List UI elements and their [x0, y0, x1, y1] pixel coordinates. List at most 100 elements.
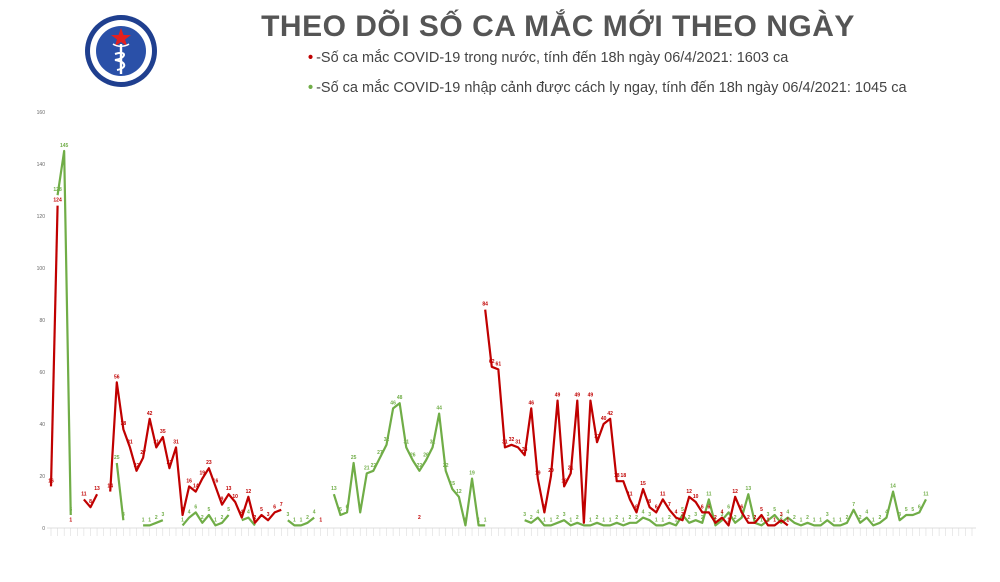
data-label: 5 — [681, 507, 684, 513]
data-label: 49 — [575, 393, 581, 399]
data-label: 2 — [576, 515, 579, 521]
data-label: 12 — [456, 489, 462, 495]
data-label: 19 — [535, 471, 541, 477]
data-label: 31 — [515, 439, 521, 445]
y-tick-label: 100 — [37, 266, 46, 272]
data-label: 27 — [377, 450, 383, 456]
y-tick-label: 60 — [39, 370, 45, 376]
data-label: 49 — [588, 393, 594, 399]
y-tick-label: 120 — [37, 214, 46, 220]
series-line — [484, 309, 789, 527]
legend-item-domestic: • -Số ca mắc COVID-19 trong nước, tính đế… — [308, 50, 788, 66]
series-line — [115, 462, 125, 521]
data-label: 1 — [550, 517, 553, 523]
data-label: 2 — [201, 515, 204, 521]
data-label: 3 — [122, 512, 125, 518]
data-label: 3 — [563, 512, 566, 518]
data-label: 2 — [780, 515, 783, 521]
data-label: 6 — [635, 504, 638, 510]
series-line — [143, 519, 164, 527]
data-label: 23 — [206, 460, 212, 466]
data-label: 5 — [207, 507, 210, 513]
data-label: 11 — [627, 491, 633, 497]
page-title: THEO DÕI SỐ CA MẮC MỚI THEO NGÀY — [261, 10, 855, 43]
data-label: 15 — [450, 481, 456, 487]
data-label: 7 — [280, 502, 283, 508]
data-label: 31 — [502, 439, 508, 445]
data-label: 3 — [780, 512, 783, 518]
data-label: 2 — [859, 515, 862, 521]
data-label: 14 — [890, 484, 896, 490]
data-label: 2 — [582, 515, 585, 521]
data-label: 2 — [714, 515, 717, 521]
data-label: 28 — [522, 447, 528, 453]
data-label: 1 — [543, 517, 546, 523]
data-label: 2 — [530, 515, 533, 521]
data-label: 1 — [832, 517, 835, 523]
data-label: 1 — [181, 517, 184, 523]
data-label: 49 — [555, 393, 561, 399]
y-tick-label: 0 — [42, 526, 45, 532]
y-tick-label: 160 — [37, 110, 46, 116]
data-label: 6 — [707, 504, 710, 510]
data-label: 1 — [602, 517, 605, 523]
data-label: 1 — [675, 517, 678, 523]
data-label: 3 — [523, 512, 526, 518]
data-label: 14 — [193, 484, 199, 490]
data-label: 2 — [747, 515, 750, 521]
data-label: 46 — [528, 400, 534, 406]
data-label: 18 — [621, 473, 627, 479]
data-label: 1 — [767, 517, 770, 523]
data-label: 9 — [221, 497, 224, 503]
data-label: 2 — [734, 515, 737, 521]
data-label: 12 — [246, 489, 252, 495]
data-label: 6 — [359, 504, 362, 510]
data-label: 5 — [760, 507, 763, 513]
data-label: 1 — [773, 517, 776, 523]
data-label: 32 — [384, 437, 390, 443]
data-label: 6 — [701, 504, 704, 510]
data-label: 11 — [923, 491, 929, 497]
y-tick-label: 80 — [39, 318, 45, 324]
data-label: 2 — [793, 515, 796, 521]
data-label: 13 — [94, 486, 100, 492]
data-label: 128 — [53, 187, 62, 193]
data-label: 3 — [267, 512, 270, 518]
data-label: 2 — [418, 515, 421, 521]
data-label: 26 — [410, 452, 416, 458]
data-label: 7 — [852, 502, 855, 508]
data-label: 2 — [806, 515, 809, 521]
data-label: 5 — [905, 507, 908, 513]
data-label: 31 — [153, 439, 159, 445]
data-label: 4 — [188, 510, 191, 516]
data-label: 42 — [607, 411, 613, 417]
data-label: 2 — [629, 515, 632, 521]
data-label: 6 — [740, 504, 743, 510]
data-label: 4 — [642, 510, 645, 516]
data-label: 3 — [694, 512, 697, 518]
data-label: 25 — [114, 455, 120, 461]
data-label: 11 — [660, 491, 666, 497]
data-label: 2 — [635, 515, 638, 521]
series-line — [241, 516, 256, 527]
data-label: 6 — [727, 504, 730, 510]
data-label: 2 — [701, 515, 704, 521]
data-label: 12 — [732, 489, 738, 495]
data-label: 22 — [371, 463, 377, 469]
data-label: 2 — [879, 515, 882, 521]
data-label: 5 — [339, 507, 342, 513]
data-label: 61 — [496, 361, 502, 367]
data-label: 12 — [686, 489, 692, 495]
y-tick-label: 20 — [39, 474, 45, 480]
data-label: 31 — [403, 439, 409, 445]
series-line — [524, 490, 927, 527]
data-label: 6 — [194, 504, 197, 510]
data-label: 13 — [746, 486, 752, 492]
data-label: 3 — [721, 512, 724, 518]
data-label: 3 — [767, 512, 770, 518]
data-label: 1 — [477, 517, 480, 523]
data-label: 11 — [706, 491, 712, 497]
data-label: 40 — [601, 416, 607, 422]
data-label: 31 — [430, 439, 436, 445]
data-label: 3 — [648, 512, 651, 518]
